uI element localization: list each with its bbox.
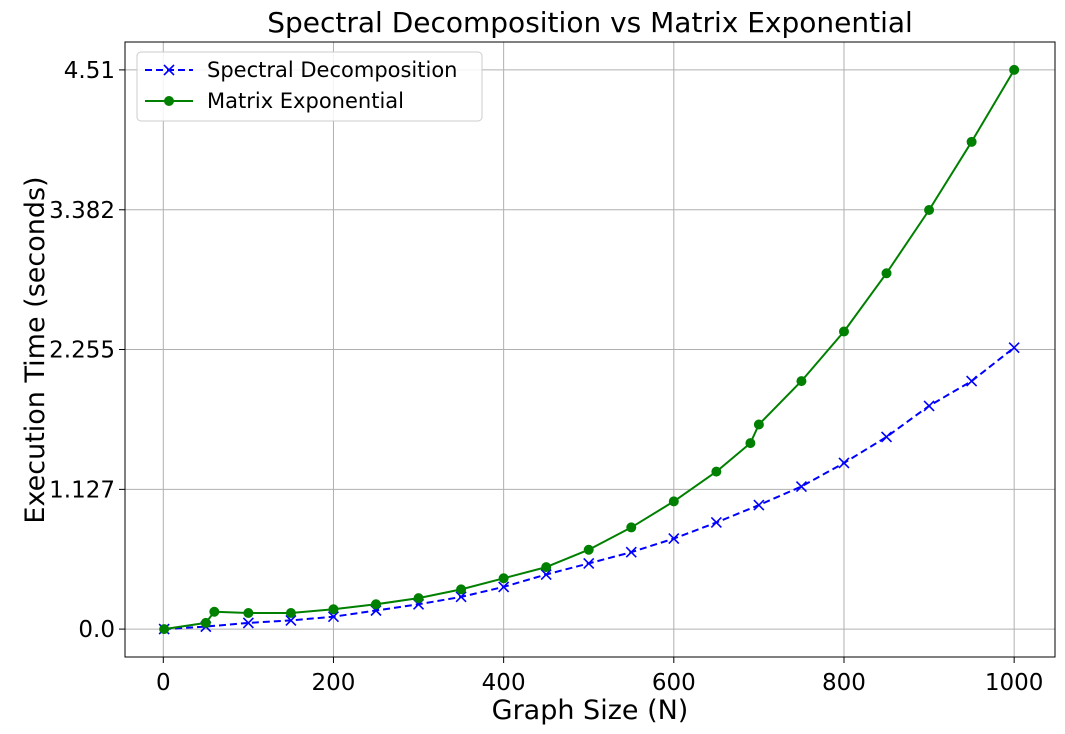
data-point-spectral bbox=[285, 614, 297, 626]
data-point-matrix bbox=[1009, 64, 1020, 75]
data-point-matrix bbox=[159, 624, 170, 635]
data-point-matrix bbox=[328, 604, 339, 615]
data-point-matrix bbox=[745, 438, 756, 449]
data-point-spectral bbox=[966, 375, 978, 387]
data-point-matrix bbox=[413, 593, 424, 604]
series-matrix bbox=[159, 64, 1020, 635]
series-layer bbox=[158, 64, 1020, 635]
data-point-spectral bbox=[540, 568, 552, 581]
legend: Spectral Decomposition Matrix Exponentia… bbox=[136, 51, 483, 122]
y-axis-label: Execution Time (seconds) bbox=[20, 176, 51, 523]
y-tick-label: 2.255 bbox=[49, 338, 115, 364]
y-tick-label: 4.51 bbox=[64, 58, 115, 84]
legend-box bbox=[136, 51, 483, 122]
x-tick-label: 0 bbox=[156, 670, 171, 696]
data-point-matrix bbox=[626, 522, 637, 533]
series-spectral bbox=[158, 342, 1020, 635]
x-axis: 0 200 400 600 800 1000 bbox=[156, 657, 1043, 696]
x-tick-label: 1000 bbox=[985, 670, 1044, 696]
data-point-spectral bbox=[753, 499, 765, 511]
data-point-spectral bbox=[327, 611, 340, 623]
y-axis: 0.0 1.127 2.255 3.382 4.51 bbox=[49, 58, 125, 643]
data-point-spectral bbox=[795, 480, 808, 493]
data-point-matrix bbox=[838, 326, 849, 337]
data-point-spectral bbox=[1008, 342, 1020, 354]
data-point-matrix bbox=[583, 544, 594, 555]
x-tick-label: 600 bbox=[652, 670, 696, 696]
data-point-matrix bbox=[881, 268, 892, 279]
data-point-spectral bbox=[710, 516, 722, 529]
x-tick-label: 400 bbox=[482, 670, 526, 696]
legend-label-matrix: Matrix Exponential bbox=[207, 89, 404, 113]
data-point-matrix bbox=[668, 496, 679, 507]
x-tick-label: 200 bbox=[312, 670, 356, 696]
data-point-matrix bbox=[243, 607, 254, 618]
grid bbox=[125, 42, 1055, 657]
data-point-matrix bbox=[924, 205, 935, 216]
data-point-spectral bbox=[625, 546, 637, 558]
data-point-spectral bbox=[668, 533, 680, 545]
y-tick-label: 1.127 bbox=[49, 477, 115, 503]
data-point-matrix bbox=[966, 136, 977, 147]
data-point-spectral bbox=[455, 591, 467, 603]
data-point-matrix bbox=[371, 599, 382, 610]
data-point-matrix bbox=[200, 617, 211, 628]
legend-marker-spectral bbox=[163, 64, 175, 76]
legend-marker-matrix bbox=[164, 96, 174, 106]
legend-sample-matrix bbox=[145, 96, 193, 106]
data-point-matrix bbox=[753, 419, 764, 430]
y-tick-label: 3.382 bbox=[49, 198, 115, 224]
data-point-matrix bbox=[711, 466, 722, 477]
y-tick-label: 0.0 bbox=[78, 617, 115, 643]
data-point-matrix bbox=[456, 584, 467, 595]
data-point-matrix bbox=[541, 562, 552, 573]
data-point-matrix bbox=[209, 606, 220, 617]
chart-title: Spectral Decomposition vs Matrix Exponen… bbox=[267, 6, 913, 39]
legend-sample-spectral bbox=[145, 64, 193, 76]
data-point-spectral bbox=[242, 617, 254, 629]
data-point-spectral bbox=[583, 557, 595, 569]
data-point-spectral bbox=[838, 457, 850, 469]
data-point-matrix bbox=[285, 607, 296, 618]
data-point-spectral bbox=[498, 581, 510, 593]
legend-label-spectral: Spectral Decomposition bbox=[207, 58, 458, 82]
data-point-spectral bbox=[923, 400, 935, 412]
data-point-matrix bbox=[796, 376, 807, 387]
x-tick-label: 800 bbox=[822, 670, 866, 696]
x-axis-label: Graph Size (N) bbox=[492, 695, 689, 726]
data-point-spectral bbox=[880, 431, 893, 443]
data-point-matrix bbox=[498, 573, 509, 584]
